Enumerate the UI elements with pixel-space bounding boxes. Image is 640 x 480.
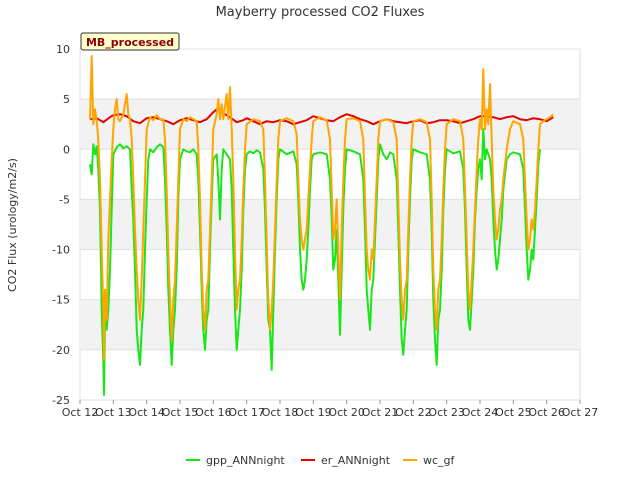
chart-title: Mayberry processed CO2 Fluxes xyxy=(216,5,425,20)
x-tick-label: Oct 12 xyxy=(62,406,99,419)
y-tick-label: -5 xyxy=(59,193,70,206)
x-tick-label: Oct 27 xyxy=(562,406,599,419)
series-line-gpp_ANNnight xyxy=(89,128,541,396)
badge-label: MB_processed xyxy=(86,36,174,49)
y-tick-label: -20 xyxy=(52,344,70,357)
alternating-bands xyxy=(80,99,580,350)
series-layer xyxy=(89,55,554,396)
legend-label: wc_gf xyxy=(423,454,456,467)
x-tick-label: Oct 20 xyxy=(328,406,365,419)
x-tick-label: Oct 18 xyxy=(262,406,299,419)
series-line-wc_gf xyxy=(89,55,554,361)
grid-band xyxy=(80,299,580,350)
grid-band xyxy=(80,199,580,250)
x-tick-label: Oct 22 xyxy=(395,406,432,419)
series-line-er_ANNnight xyxy=(89,108,554,126)
x-tick-label: Oct 17 xyxy=(228,406,265,419)
legend: gpp_ANNnight er_ANNnight wc_gf xyxy=(186,454,456,467)
x-tick-label: Oct 24 xyxy=(462,406,499,419)
dataset-badge: MB_processed xyxy=(80,32,180,51)
x-tick-label: Oct 21 xyxy=(362,406,399,419)
y-tick-label: -10 xyxy=(52,244,70,257)
y-tick-label: 10 xyxy=(56,43,70,56)
x-tick-label: Oct 13 xyxy=(95,406,132,419)
x-tick-label: Oct 23 xyxy=(428,406,465,419)
x-tick-label: Oct 26 xyxy=(528,406,565,419)
legend-label: gpp_ANNnight xyxy=(206,454,285,467)
y-tick-label: -15 xyxy=(52,294,70,307)
y-tick-label: -25 xyxy=(52,394,70,407)
x-tick-label: Oct 16 xyxy=(195,406,232,419)
y-tick-label: 5 xyxy=(63,93,70,106)
legend-label: er_ANNnight xyxy=(321,454,391,467)
x-tick-label: Oct 19 xyxy=(295,406,332,419)
y-axis-label: CO2 Flux (urology/m2/s) xyxy=(6,158,19,292)
x-tick-label: Oct 15 xyxy=(162,406,199,419)
x-tick-label: Oct 14 xyxy=(128,406,165,419)
y-axis: 10 5 0 -5 -10 -15 -20 -25 xyxy=(52,43,70,407)
y-tick-label: 0 xyxy=(63,143,70,156)
x-tick-label: Oct 25 xyxy=(495,406,532,419)
badge-box xyxy=(80,32,180,51)
